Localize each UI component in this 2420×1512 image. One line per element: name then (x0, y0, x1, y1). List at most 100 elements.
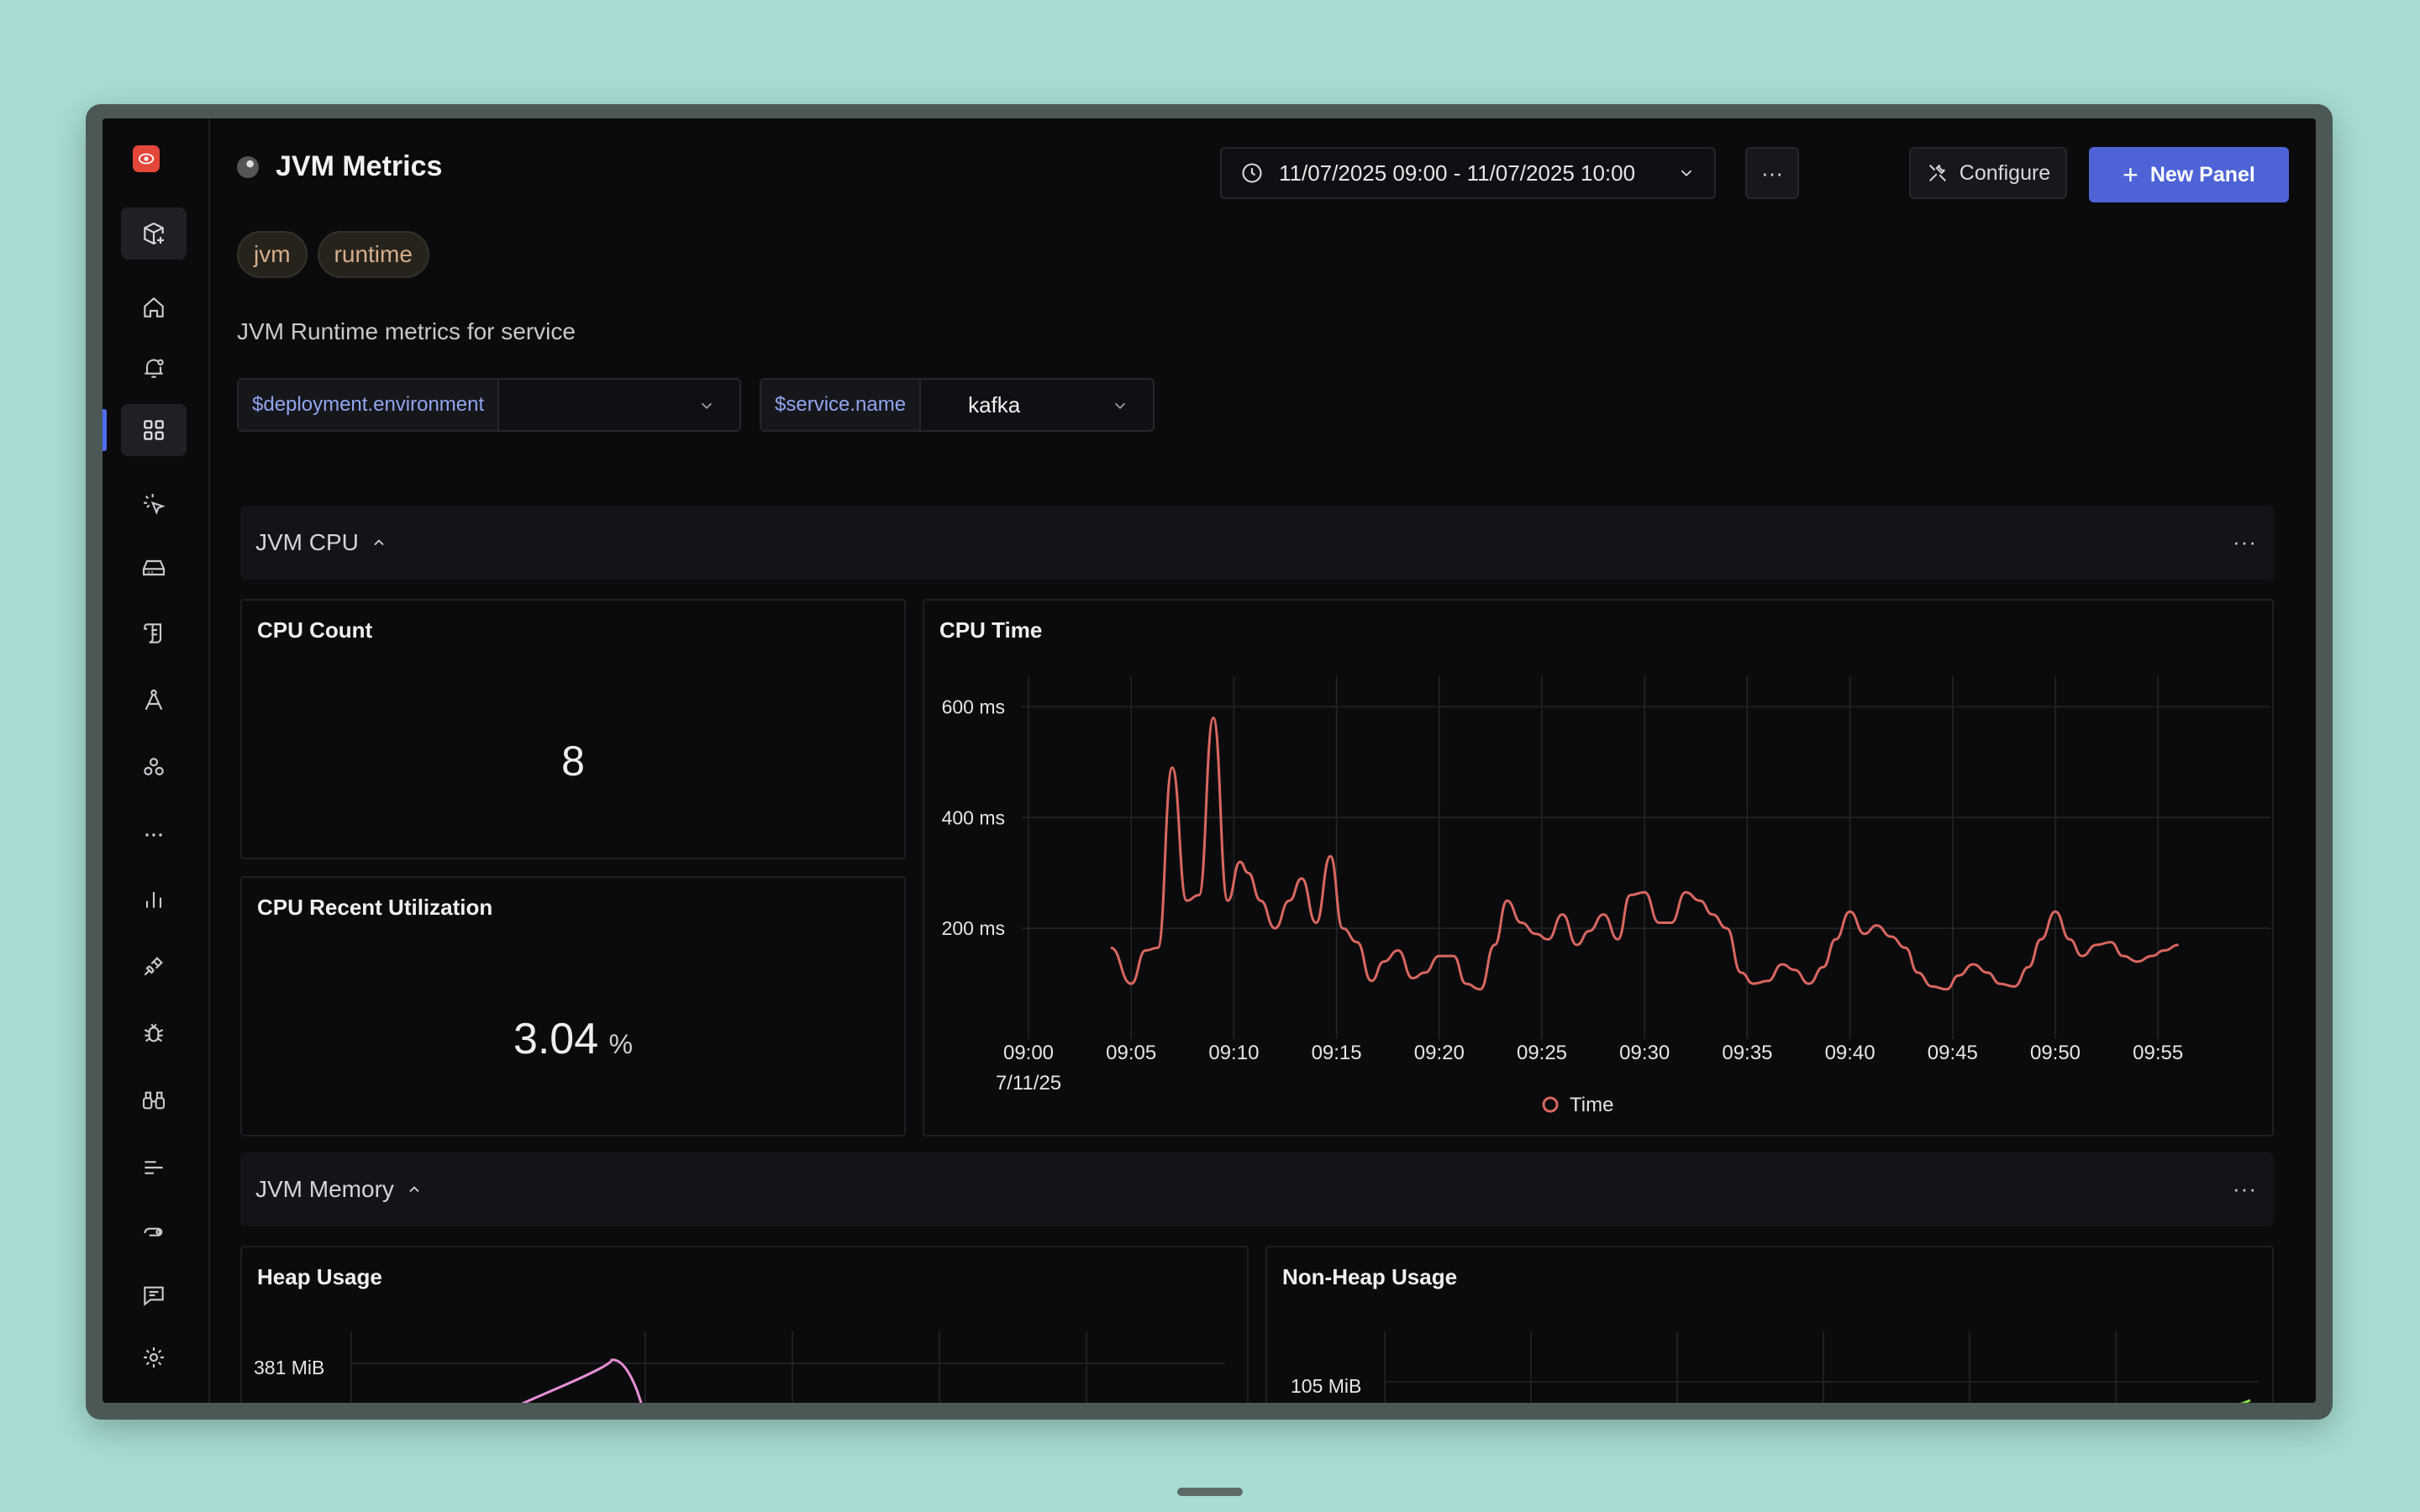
y-tick-label: 600 ms (942, 696, 1005, 717)
plug-icon (144, 957, 163, 976)
variable-deployment-environment[interactable]: $deployment.environment (237, 378, 741, 432)
new-panel-button[interactable]: + New Panel (2089, 147, 2289, 202)
grid-icon (144, 420, 164, 440)
scroll-icon (144, 623, 162, 643)
binoculars-icon (142, 1091, 166, 1110)
x-tick-label: 09:35 (1722, 1042, 1772, 1064)
cursor-sparkle-icon (144, 494, 166, 515)
panel-non-heap-usage[interactable]: Non-Heap Usage 105 MiB (1265, 1246, 2274, 1403)
time-range-text: 11/07/2025 09:00 - 11/07/2025 10:00 (1279, 160, 1636, 186)
sidebar-item-integrations[interactable] (121, 940, 187, 992)
gear-icon (144, 1347, 164, 1368)
variable-select[interactable]: kafka (921, 380, 1153, 430)
sidebar (103, 118, 210, 1403)
tag-jvm[interactable]: jvm (237, 231, 308, 278)
more-options-button[interactable]: ··· (1745, 147, 1799, 199)
x-tick-sublabel: 7/11/25 (996, 1072, 1061, 1095)
home-indicator[interactable] (1177, 1488, 1243, 1496)
plus-icon: + (2123, 159, 2139, 190)
panel-title: Non-Heap Usage (1282, 1264, 1458, 1289)
sidebar-item-monitoring[interactable] (121, 1074, 187, 1126)
legend-label: Time (1570, 1094, 1613, 1116)
dashboard-header: JVM Metrics (237, 150, 442, 183)
non-heap-series-line (2238, 1399, 2251, 1403)
dashboard-description: JVM Runtime metrics for service (237, 318, 576, 344)
sidebar-item-dashboards[interactable] (121, 404, 187, 456)
sidebar-item-new[interactable] (121, 207, 187, 260)
grid-lines (1384, 1331, 2259, 1403)
sidebar-item-home[interactable] (121, 281, 187, 333)
chevron-down-icon (1114, 402, 1126, 410)
sidebar-item-traces[interactable] (121, 675, 187, 727)
variable-service-name[interactable]: $service.name kafka (760, 378, 1155, 432)
app-logo[interactable] (133, 145, 160, 172)
non-heap-usage-chart[interactable] (1267, 1247, 2272, 1403)
app-window: JVM Metrics 11/07/2025 09:00 - 11/07/202… (103, 118, 2316, 1403)
sidebar-item-feedback[interactable] (121, 1269, 187, 1321)
variable-label: $deployment.environment (239, 380, 500, 430)
sidebar-item-infra[interactable] (121, 542, 187, 594)
sidebar-item-logs[interactable] (121, 607, 187, 659)
grid-lines (350, 1331, 1225, 1403)
boxes-icon (144, 758, 164, 776)
panel-cpu-count[interactable]: CPU Count 8 (240, 599, 906, 859)
panel-title: CPU Count (257, 617, 373, 643)
heap-usage-chart[interactable] (242, 1247, 1247, 1403)
stat-value: 8 (561, 738, 585, 785)
cube-plus-icon (144, 223, 164, 245)
stat-value: 3.04 (513, 1015, 599, 1063)
chevron-up-icon[interactable] (371, 534, 387, 551)
cpu-time-chart[interactable]: 600 ms 400 ms 200 ms 09:00 09:05 09:10 09:15 09… (924, 601, 2272, 1135)
sidebar-item-alerts[interactable] (121, 342, 187, 394)
time-range-picker[interactable]: 11/07/2025 09:00 - 11/07/2025 10:00 (1220, 147, 1716, 199)
panel-title: CPU Recent Utilization (257, 895, 493, 920)
sidebar-item-services[interactable] (121, 742, 187, 794)
bell-icon (145, 359, 164, 378)
x-tick-label: 09:00 (1003, 1042, 1054, 1064)
section-menu-icon[interactable]: ··· (2233, 529, 2257, 554)
section-title: JVM Memory (255, 1176, 394, 1202)
panel-title: Heap Usage (257, 1264, 382, 1289)
sidebar-more[interactable] (121, 809, 187, 861)
y-axis-label: 105 MiB (1291, 1375, 1362, 1397)
configure-label: Configure (1959, 160, 2051, 185)
tag-runtime[interactable]: runtime (317, 231, 429, 278)
sidebar-item-metrics[interactable] (121, 873, 187, 925)
section-jvm-cpu[interactable]: JVM CPU ··· (240, 506, 2274, 580)
section-menu-icon[interactable]: ··· (2233, 1176, 2257, 1201)
sidebar-item-exceptions[interactable] (121, 1007, 187, 1059)
x-tick-label: 09:20 (1414, 1042, 1465, 1064)
panel-cpu-time[interactable]: CPU Time 600 ms 400 ms 200 ms 09:00 09:05 09:… (923, 599, 2274, 1137)
chevron-down-icon (701, 402, 713, 410)
panel-heap-usage[interactable]: Heap Usage 381 MiB (240, 1246, 1249, 1403)
heap-series-line (521, 1358, 643, 1403)
align-left-icon (145, 1161, 163, 1174)
chevron-up-icon[interactable] (406, 1181, 423, 1198)
x-tick-label: 09:10 (1208, 1042, 1259, 1064)
legend-marker (1542, 1096, 1559, 1113)
dashboard-emoji-icon (237, 155, 259, 178)
panel-title: CPU Time (939, 617, 1043, 643)
sidebar-item-onboarding[interactable] (121, 1204, 187, 1256)
configure-button[interactable]: Configure (1909, 147, 2067, 199)
sidebar-item-explore[interactable] (121, 478, 187, 530)
x-tick-label: 09:25 (1517, 1042, 1567, 1064)
sidebar-item-settings[interactable] (121, 1331, 187, 1383)
x-tick-label: 09:55 (2133, 1042, 2183, 1064)
panel-cpu-utilization[interactable]: CPU Recent Utilization 3.04 % (240, 876, 906, 1137)
tag-list: jvm runtime (237, 231, 429, 278)
section-title: JVM CPU (255, 529, 359, 555)
variable-select[interactable] (499, 380, 739, 430)
section-jvm-memory[interactable]: JVM Memory ··· (240, 1152, 2274, 1226)
compass-draw-icon (145, 689, 163, 711)
x-tick-label: 09:05 (1106, 1042, 1156, 1064)
y-tick-label: 400 ms (942, 806, 1005, 828)
stat-unit: % (608, 1029, 634, 1059)
toggle-icon (144, 1227, 163, 1236)
x-tick-label: 09:40 (1825, 1042, 1876, 1064)
variable-label: $service.name (761, 380, 922, 430)
new-panel-label: New Panel (2149, 162, 2255, 186)
sidebar-item-pipelines[interactable] (121, 1142, 187, 1194)
x-tick-label: 09:45 (1928, 1042, 1978, 1064)
eye-logo-icon (138, 153, 155, 165)
